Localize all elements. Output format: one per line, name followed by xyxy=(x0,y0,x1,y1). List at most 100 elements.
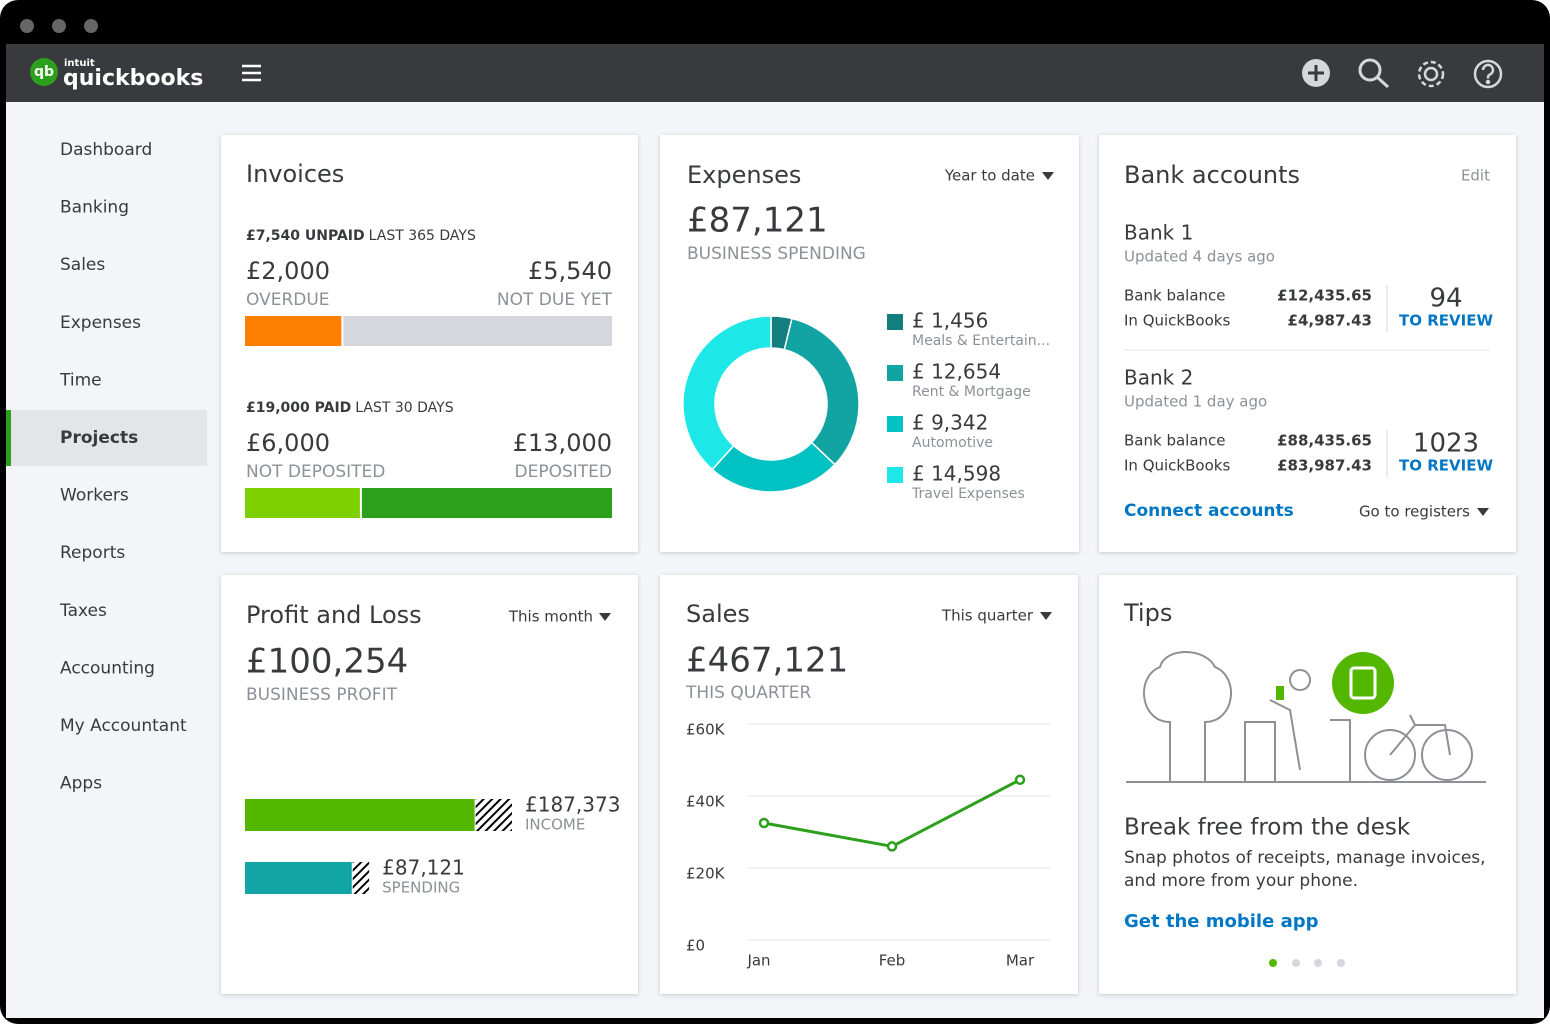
balance: £12,435.65 xyxy=(1277,287,1372,305)
brand: quickbooks xyxy=(63,66,203,91)
section-period: LAST 30 DAYS xyxy=(355,400,453,416)
nav-item[interactable]: Apps xyxy=(60,774,102,794)
donut-segment xyxy=(682,315,772,471)
balance-label: Bank balance xyxy=(1124,287,1226,305)
total-amount: £87,121 xyxy=(687,201,828,241)
invoice-bar xyxy=(343,316,612,346)
nav-item[interactable]: Workers xyxy=(60,486,129,506)
legend-amount: £ 1,456 xyxy=(912,309,988,333)
dropdown-caret[interactable] xyxy=(599,613,611,621)
card-title: Expenses xyxy=(687,161,801,189)
carousel-dot[interactable] xyxy=(1269,959,1277,967)
legend-amount: £ 12,654 xyxy=(912,360,1001,384)
carousel-dot[interactable] xyxy=(1314,959,1322,967)
amount-caption: OVERDUE xyxy=(246,290,330,310)
brand-small: intuit xyxy=(64,58,95,69)
registers-select[interactable]: Go to registers xyxy=(1359,503,1470,521)
nav-item[interactable]: Dashboard xyxy=(60,140,152,160)
period-select[interactable]: This month xyxy=(508,608,593,626)
pl-bar-solid xyxy=(245,799,475,831)
search-icon[interactable] xyxy=(1358,58,1390,89)
legend-name: Rent & Mortgage xyxy=(912,384,1031,400)
legend-swatch xyxy=(887,416,903,432)
nav-active-bar xyxy=(6,410,11,466)
window-dot xyxy=(84,19,98,33)
bank-card xyxy=(1099,135,1516,552)
carousel-dot[interactable] xyxy=(1292,959,1300,967)
settings-icon[interactable] xyxy=(1417,60,1445,88)
sales-point xyxy=(886,841,898,852)
total-amount: £100,254 xyxy=(246,642,408,682)
amount-caption: NOT DUE YET xyxy=(497,290,613,310)
nav-active-bg xyxy=(6,410,207,466)
legend-name: Travel Expenses xyxy=(911,486,1025,502)
invoice-bar xyxy=(245,316,342,346)
tips-card xyxy=(1099,575,1516,994)
total-caption: BUSINESS SPENDING xyxy=(687,244,866,264)
amount-caption: DEPOSITED xyxy=(515,462,612,482)
nav-item[interactable]: Time xyxy=(59,370,102,390)
section-label: £19,000 PAID LAST 30 DAYS xyxy=(246,400,454,416)
legend-swatch xyxy=(887,365,903,381)
card-title: Bank accounts xyxy=(1124,161,1300,189)
add-icon[interactable] xyxy=(1302,59,1330,87)
nav-item[interactable]: Taxes xyxy=(59,601,107,621)
nav-item[interactable]: Projects xyxy=(60,428,138,448)
review-link[interactable]: TO REVIEW xyxy=(1399,312,1493,330)
nav-item[interactable]: Reports xyxy=(60,543,125,563)
dropdown-caret[interactable] xyxy=(1040,612,1052,620)
invoice-bar xyxy=(245,488,360,518)
sidebar xyxy=(6,102,207,1018)
tips-body: Snap photos of receipts, manage invoices… xyxy=(1124,848,1486,868)
carousel-dot[interactable] xyxy=(1337,959,1345,967)
x-tick-label: Mar xyxy=(1006,952,1035,970)
nav-item[interactable]: Banking xyxy=(60,198,129,218)
pl-amount: £187,373 xyxy=(525,793,620,817)
dropdown-caret[interactable] xyxy=(1042,172,1054,180)
y-tick-label: £20K xyxy=(686,865,726,883)
review-link[interactable]: TO REVIEW xyxy=(1399,457,1493,475)
tips-illustration xyxy=(1126,651,1486,783)
period-select[interactable]: This quarter xyxy=(941,607,1034,625)
qb-balance: £83,987.43 xyxy=(1277,457,1372,475)
balance: £88,435.65 xyxy=(1277,432,1372,450)
window-dot xyxy=(52,19,66,33)
section-amount: £7,540 UNPAID xyxy=(246,228,365,244)
connect-link[interactable]: Connect accounts xyxy=(1124,501,1294,521)
bank-updated: Updated 4 days ago xyxy=(1124,248,1275,266)
card-title: Tips xyxy=(1123,599,1172,627)
review-count: 1023 xyxy=(1413,429,1479,459)
y-tick-label: £60K xyxy=(686,721,726,739)
nav-item[interactable]: Accounting xyxy=(60,658,155,678)
total-caption: BUSINESS PROFIT xyxy=(246,685,398,705)
x-tick-label: Feb xyxy=(879,952,906,970)
qb-label: In QuickBooks xyxy=(1124,312,1230,330)
bank-name: Bank 2 xyxy=(1124,366,1193,390)
period-select[interactable]: Year to date xyxy=(944,167,1035,185)
invoice-bar xyxy=(361,488,612,518)
nav-item[interactable]: Expenses xyxy=(60,313,141,333)
balance-label: Bank balance xyxy=(1124,432,1226,450)
nav-item[interactable]: My Accountant xyxy=(60,716,187,736)
menu-icon[interactable] xyxy=(242,64,261,82)
bank-name: Bank 1 xyxy=(1124,221,1193,245)
pl-bar-hatch xyxy=(352,862,370,894)
legend-amount: £ 14,598 xyxy=(912,462,1001,486)
legend-name: Automotive xyxy=(912,435,993,451)
amount: £6,000 xyxy=(246,429,330,457)
amount: £2,000 xyxy=(246,257,330,285)
pl-caption: SPENDING xyxy=(382,879,460,897)
legend-swatch xyxy=(887,314,903,330)
bank-updated: Updated 1 day ago xyxy=(1124,393,1267,411)
nav-item[interactable]: Sales xyxy=(60,255,105,275)
logo-badge xyxy=(30,58,58,86)
window-dot xyxy=(20,19,34,33)
dropdown-caret[interactable] xyxy=(1477,508,1489,516)
tips-link[interactable]: Get the mobile app xyxy=(1124,911,1319,932)
pl-bar-solid xyxy=(245,862,352,894)
help-icon[interactable] xyxy=(1473,59,1503,89)
card-title: Sales xyxy=(686,600,750,628)
edit-link[interactable]: Edit xyxy=(1461,167,1490,185)
